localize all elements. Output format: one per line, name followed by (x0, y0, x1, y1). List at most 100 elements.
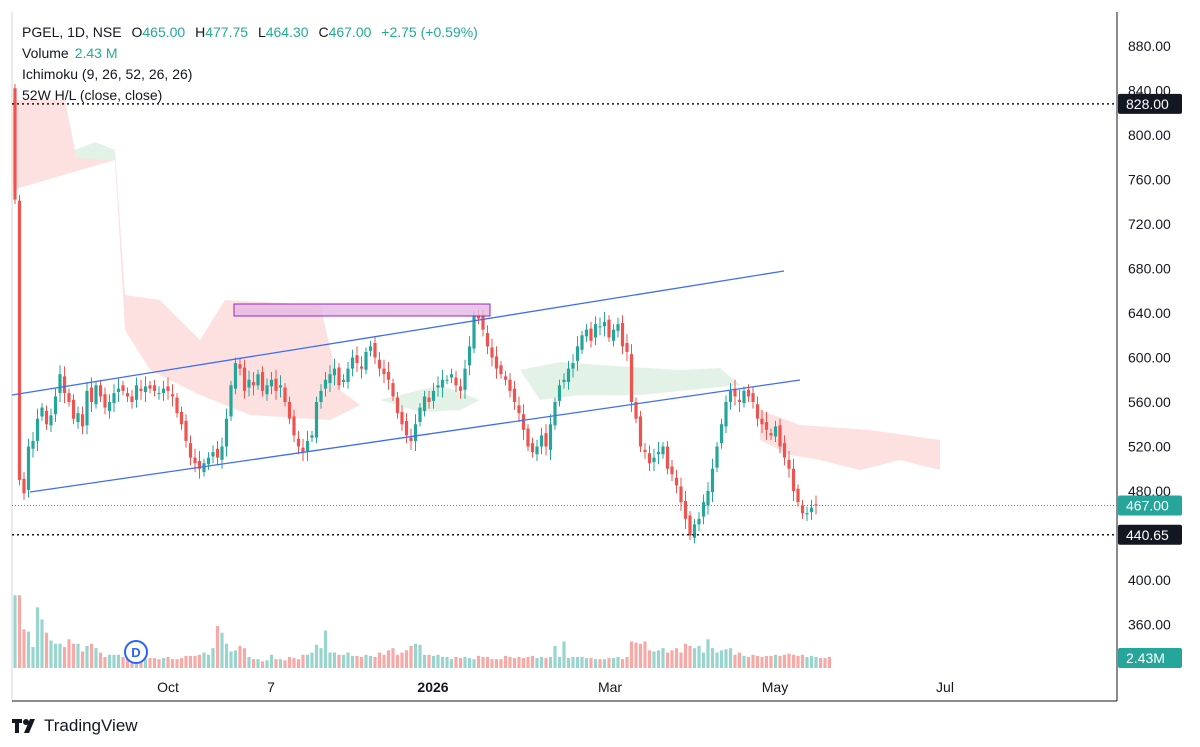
volume-bar (467, 658, 472, 668)
volume-bar (206, 654, 211, 668)
time-tick-label: 2026 (417, 679, 448, 695)
volume-bar (139, 659, 143, 668)
volume-bar (746, 656, 751, 668)
candle-body (391, 383, 395, 397)
candle-body (265, 385, 269, 395)
candle-body (814, 504, 818, 506)
volume-bar (296, 659, 301, 668)
brand-name: TradingView (44, 716, 138, 735)
time-tick-label: Oct (157, 679, 179, 695)
volume-bar (391, 648, 395, 668)
candle-body (49, 415, 53, 426)
volume-bar (449, 659, 454, 668)
volume-bar (53, 643, 58, 668)
candle-body (224, 418, 229, 447)
candle-body (562, 379, 566, 382)
candle-body (184, 420, 188, 441)
volume-bar (67, 639, 71, 668)
candle-body (188, 443, 193, 458)
candle-body (328, 374, 332, 384)
volume-bar (782, 654, 787, 668)
volume-bar (368, 655, 373, 668)
candle-body (35, 418, 40, 441)
volume-bar (701, 652, 706, 668)
candle-body (674, 477, 679, 486)
volume-bar (440, 656, 445, 668)
volume-bar (764, 655, 769, 668)
volume-bar (823, 658, 827, 668)
volume-bar (76, 643, 80, 668)
52w-hl-legend[interactable]: 52W H/L (close, close) (22, 87, 163, 103)
candle-body (274, 378, 278, 391)
volume-bar (602, 659, 607, 668)
volume-bar (148, 658, 152, 668)
volume-bar (179, 658, 184, 668)
tradingview-logo[interactable]: TradingView (12, 716, 138, 736)
volume-bar (517, 656, 521, 668)
candle-body (791, 468, 796, 491)
candle-body (472, 315, 476, 349)
candle-body (256, 374, 260, 386)
candle-body (233, 363, 238, 389)
volume-bar (454, 656, 458, 668)
volume-bar (805, 656, 809, 668)
candle-body (485, 333, 490, 347)
candle-body (652, 457, 656, 463)
dividend-event-badge[interactable]: D (124, 640, 148, 664)
volume-bar (629, 641, 634, 668)
candle-body (463, 368, 467, 390)
candle-body (206, 457, 211, 465)
volume-bar (710, 648, 715, 668)
candle-body (805, 513, 809, 515)
candle-body (166, 386, 170, 391)
change-value: +2.75 (+0.59%) (381, 24, 478, 40)
candle-body (467, 346, 472, 366)
volume-legend[interactable]: Volume 2.43 M (22, 43, 118, 63)
low-label: L (257, 24, 266, 40)
candle-body (643, 449, 647, 453)
price-tick-label: 880.00 (1128, 38, 1171, 54)
candle-body (557, 385, 562, 401)
candle-body (107, 402, 112, 411)
candle-body (170, 394, 175, 397)
candle-body (517, 405, 521, 414)
price-tick-label: 640.00 (1128, 305, 1171, 321)
candle-body (368, 346, 373, 351)
volume-bar (341, 654, 346, 668)
candle-body (202, 463, 206, 473)
candle-body (44, 410, 49, 425)
candle-body (229, 385, 233, 417)
volume-bar (184, 655, 188, 668)
volume-bar (62, 647, 67, 668)
candle-body (76, 413, 80, 423)
volume-bar (143, 659, 148, 668)
volume-bar (233, 650, 238, 668)
candle-body (242, 367, 247, 391)
volume-bar (157, 659, 161, 668)
volume-bar (593, 659, 598, 668)
candle-body (787, 459, 791, 469)
volume-bar (247, 656, 251, 668)
volume-bar (49, 640, 53, 668)
candle-body (512, 388, 517, 402)
volume-bar (71, 643, 76, 668)
volume-bar (526, 656, 530, 668)
ichimoku-legend[interactable]: Ichimoku (9, 26, 52, 26, 26) (22, 66, 193, 82)
candle-body (278, 385, 283, 388)
volume-bar (787, 653, 791, 668)
candle-body (332, 368, 337, 376)
price-tick-label: 360.00 (1128, 617, 1171, 633)
volume-bar (193, 655, 197, 668)
volume-bar (796, 655, 800, 668)
last-price-label: 467.00 (1126, 497, 1169, 513)
volume-value-tag-bg (1118, 648, 1182, 668)
candle-body (476, 315, 481, 319)
candle-body (661, 446, 665, 455)
candle-body (535, 446, 539, 455)
candle-body (134, 385, 139, 400)
candle-body (683, 501, 688, 519)
candle-body (566, 368, 571, 382)
candle-body (440, 379, 445, 388)
candle-body (125, 393, 130, 397)
